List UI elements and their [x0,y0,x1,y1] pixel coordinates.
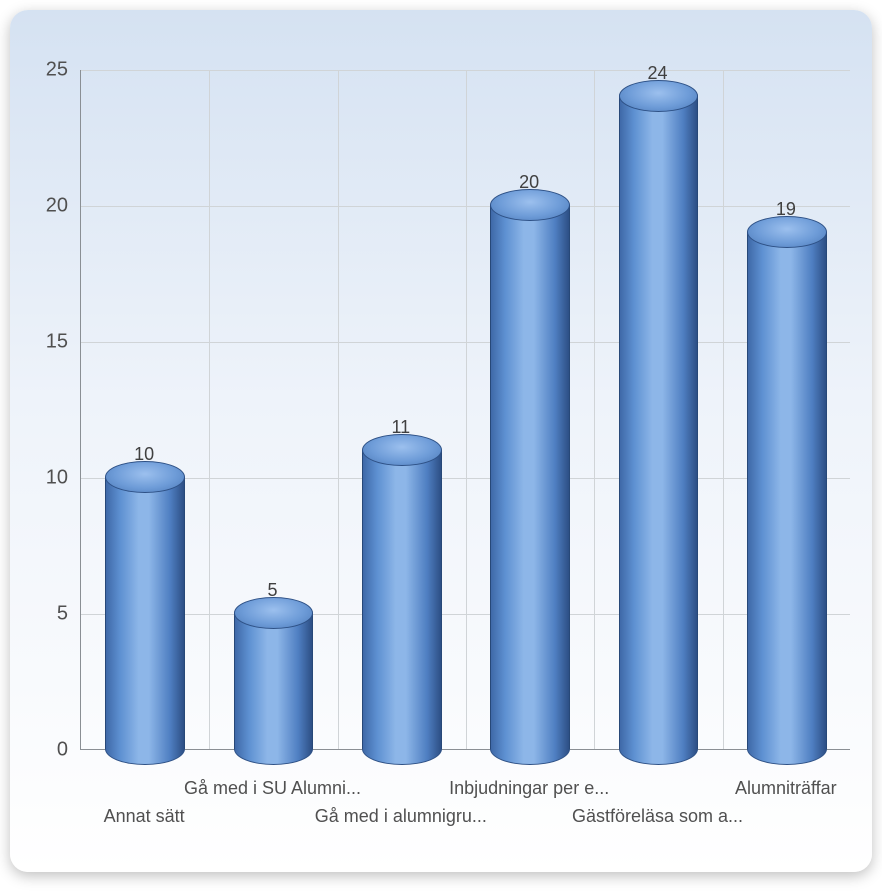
bar-cap-top [747,216,827,248]
bars-layer [81,70,850,749]
bar-value-label: 19 [776,199,796,220]
bar-body [234,613,314,749]
bar-value-label: 11 [391,417,410,438]
bar-cap-top [105,461,185,493]
bar-body [105,477,185,749]
bar [234,613,314,749]
bar [619,96,699,749]
y-tick-label: 5 [10,603,68,626]
bar-cap-top [234,597,314,629]
bar-body [490,205,570,749]
bar-cap-top [490,189,570,221]
bar [105,477,185,749]
y-tick-label: 20 [10,195,68,218]
x-tick-label: Gästföreläsa som a... [572,806,743,827]
bar-cap-top [362,434,442,466]
bar-value-label: 10 [134,444,154,465]
bar [747,232,827,749]
y-tick-label: 0 [10,739,68,762]
chart-card: 0 5 10 15 20 25 Annat sätt Gå med i SU Alumni.… [10,10,872,872]
x-tick-label: Annat sätt [104,806,185,827]
y-tick-label: 25 [10,59,68,82]
bar-value-label: 24 [647,63,667,84]
bar-value-label: 5 [267,580,277,601]
x-tick-label: Inbjudningar per e... [449,778,609,799]
bar [362,450,442,749]
bar-body [362,450,442,749]
y-tick-label: 15 [10,331,68,354]
x-tick-label: Alumniträffar [735,778,837,799]
x-tick-label: Gå med i alumnigru... [315,806,487,827]
plot-area [80,70,850,750]
x-tick-label: Gå med i SU Alumni... [184,778,361,799]
bar-body [747,232,827,749]
y-tick-label: 10 [10,467,68,490]
bar-body [619,96,699,749]
bar-value-label: 20 [519,172,539,193]
bar [490,205,570,749]
